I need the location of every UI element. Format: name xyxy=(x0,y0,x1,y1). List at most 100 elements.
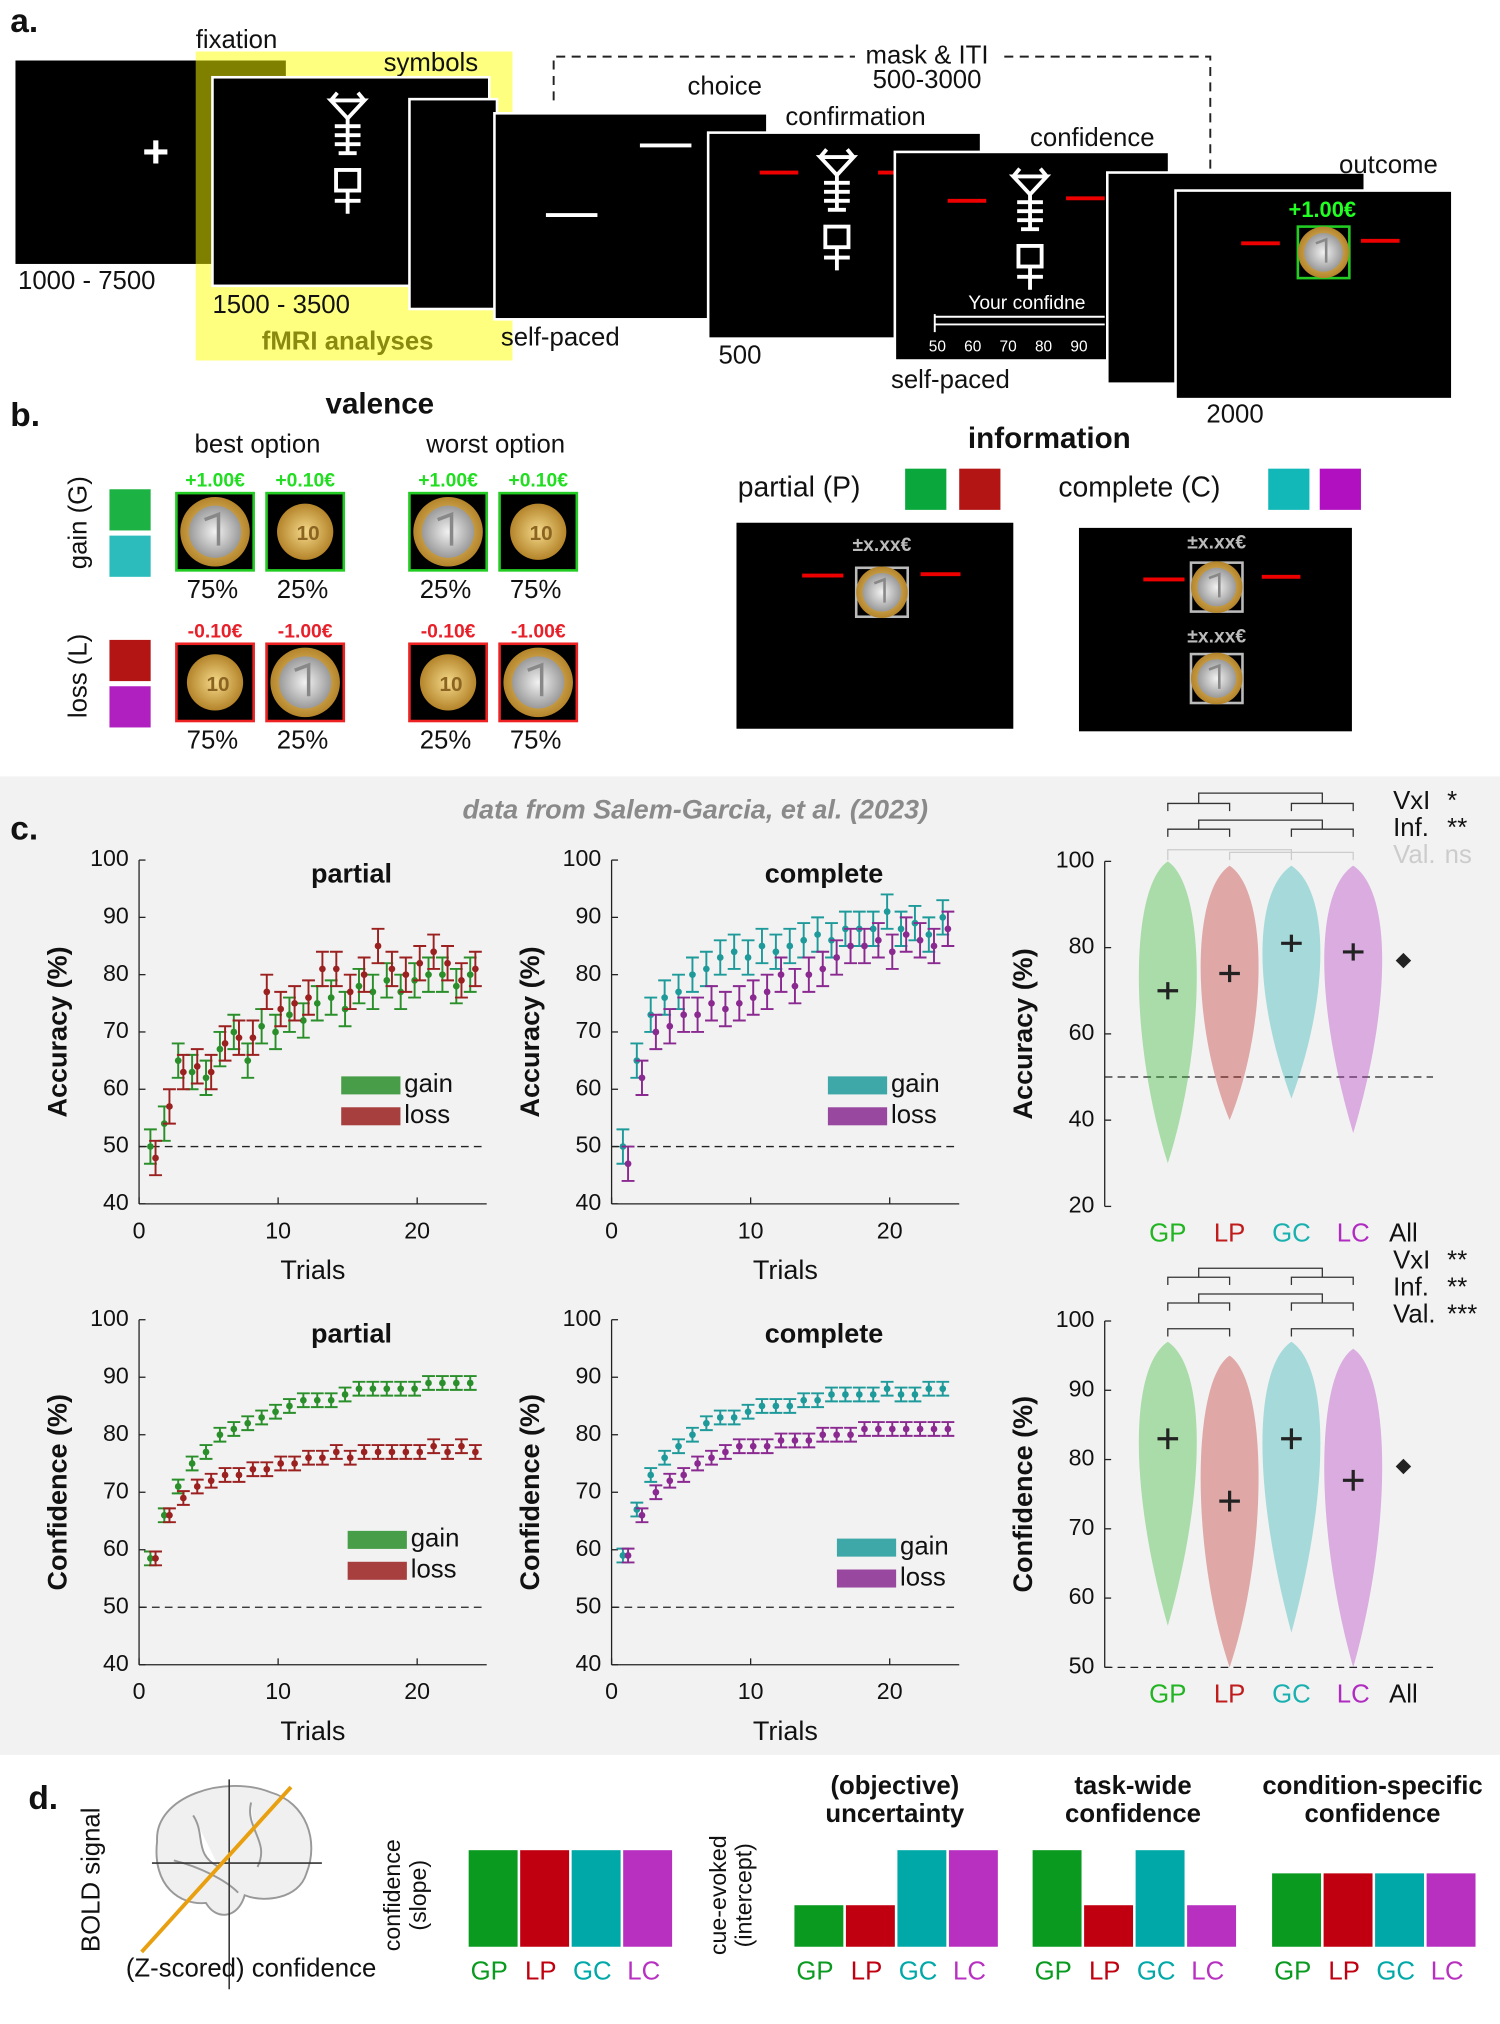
point xyxy=(772,1402,780,1410)
chart-title: complete xyxy=(765,859,884,889)
y-tick-label: 60 xyxy=(576,1535,602,1561)
test-result: ** xyxy=(1447,814,1467,842)
point xyxy=(828,1391,835,1398)
legend-label: gain xyxy=(411,1525,460,1553)
duration: self-paced xyxy=(891,366,1010,394)
swatch xyxy=(1268,468,1310,510)
y-tick-label: 80 xyxy=(576,1420,602,1446)
bar xyxy=(1032,1850,1082,1947)
scale-tick-label: 50 xyxy=(929,339,946,356)
test-name: Inf. xyxy=(1393,1274,1429,1302)
label: mask & ITI xyxy=(866,41,989,69)
point xyxy=(466,1379,474,1387)
label: confirmation xyxy=(785,103,925,131)
point xyxy=(193,1062,201,1070)
point xyxy=(360,971,368,979)
point xyxy=(327,1396,335,1404)
y-tick-label: 40 xyxy=(576,1650,602,1676)
test-result: ** xyxy=(1447,1274,1467,1302)
point xyxy=(244,1419,252,1427)
point xyxy=(800,1396,808,1404)
point xyxy=(939,1385,947,1393)
probability: 25% xyxy=(277,726,329,754)
legend-label: loss xyxy=(404,1101,450,1129)
probability: 25% xyxy=(420,576,472,604)
point xyxy=(805,1437,813,1444)
y-tick-label: 60 xyxy=(576,1074,602,1100)
point xyxy=(833,954,840,961)
point xyxy=(383,1385,391,1393)
condition: partial (P) xyxy=(738,472,861,504)
point xyxy=(216,1045,224,1053)
point xyxy=(221,1040,229,1047)
point xyxy=(188,1460,196,1467)
point xyxy=(875,936,882,944)
legend-label: loss xyxy=(900,1563,946,1591)
chart-title: uncertainty xyxy=(825,1800,964,1828)
point xyxy=(666,1022,674,1030)
test-name: VxI xyxy=(1393,787,1430,815)
point xyxy=(202,1074,210,1082)
fmri-label: fMRI analyses xyxy=(262,327,434,355)
x-tick-label: 10 xyxy=(265,1217,291,1243)
x-tick-label: GP xyxy=(1149,1220,1186,1248)
point xyxy=(221,1471,229,1479)
point xyxy=(786,942,794,950)
coin xyxy=(186,654,244,711)
coin xyxy=(178,495,252,569)
unknown-outcome: ±x.xx€ xyxy=(1187,626,1246,647)
point xyxy=(930,1425,938,1433)
point xyxy=(861,1425,868,1433)
point xyxy=(847,942,854,950)
y-axis-label: (slope) xyxy=(405,1860,431,1931)
violin xyxy=(1200,865,1259,1121)
point xyxy=(875,1425,882,1433)
y-tick-label: 90 xyxy=(576,902,602,928)
outcome-value: +1.00€ xyxy=(1289,197,1357,222)
y-tick-label: 80 xyxy=(1069,1445,1095,1471)
point xyxy=(791,1437,799,1444)
test-result: ns xyxy=(1445,841,1472,869)
y-tick-label: 40 xyxy=(1069,1105,1095,1131)
panel-label: b. xyxy=(10,397,40,434)
point xyxy=(916,1425,924,1433)
point xyxy=(216,1431,224,1439)
point xyxy=(272,1028,279,1036)
point xyxy=(661,994,668,1001)
point xyxy=(383,977,391,984)
y-tick-label: 70 xyxy=(576,1017,602,1043)
point xyxy=(814,1396,821,1404)
point xyxy=(430,948,438,956)
y-axis-label: Accuracy (%) xyxy=(515,946,545,1117)
point xyxy=(388,965,396,973)
duration: 2000 xyxy=(1206,401,1263,429)
point xyxy=(319,965,326,973)
y-tick-label: 60 xyxy=(103,1535,129,1561)
panel-label: d. xyxy=(28,1780,58,1817)
point xyxy=(897,925,905,933)
legend-label: loss xyxy=(411,1556,457,1584)
x-tick-label: LC xyxy=(1337,1220,1370,1248)
point xyxy=(313,999,321,1007)
point xyxy=(786,1402,794,1410)
heading: worst option xyxy=(425,430,565,458)
coin-value: +1.00€ xyxy=(185,471,245,492)
outcome-line xyxy=(1241,238,1400,246)
point xyxy=(675,988,682,996)
point xyxy=(374,942,382,950)
point xyxy=(624,1552,632,1559)
bar xyxy=(1135,1850,1185,1947)
scale-tick-label: 90 xyxy=(1070,339,1087,356)
x-tick-label: 20 xyxy=(404,1217,430,1243)
point xyxy=(188,1068,196,1076)
bar xyxy=(845,1905,895,1947)
point xyxy=(458,1442,465,1450)
x-tick-label: GP xyxy=(796,1957,833,1985)
point xyxy=(388,1448,396,1456)
point xyxy=(902,1425,910,1433)
point xyxy=(286,1011,293,1019)
point xyxy=(439,971,446,979)
point xyxy=(911,1391,919,1398)
y-axis-label: Confidence (%) xyxy=(42,1394,72,1591)
